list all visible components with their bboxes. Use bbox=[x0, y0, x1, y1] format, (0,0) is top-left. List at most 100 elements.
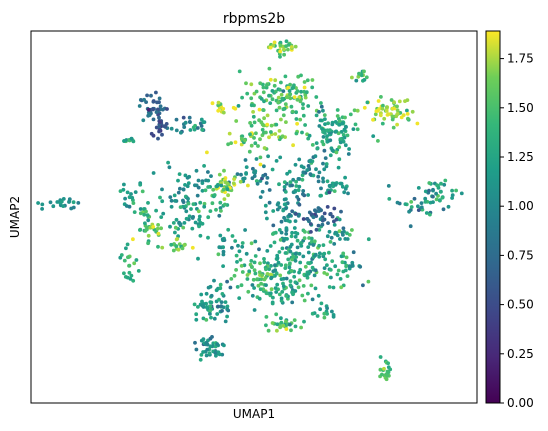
data-point bbox=[163, 124, 168, 129]
data-point bbox=[248, 132, 252, 137]
data-point bbox=[220, 292, 225, 296]
data-point bbox=[310, 78, 315, 82]
data-point bbox=[295, 89, 300, 93]
data-point bbox=[269, 130, 273, 134]
data-point bbox=[201, 350, 206, 354]
data-point bbox=[132, 261, 137, 266]
data-point bbox=[348, 112, 353, 117]
data-point bbox=[439, 181, 443, 186]
colorbar-tick-label: 0.50 bbox=[507, 298, 534, 312]
data-point bbox=[171, 248, 176, 253]
data-point bbox=[190, 226, 195, 231]
data-point bbox=[290, 183, 294, 188]
data-point bbox=[285, 218, 290, 223]
data-point bbox=[251, 110, 256, 114]
data-point bbox=[238, 257, 243, 262]
data-point bbox=[249, 259, 254, 263]
data-point bbox=[275, 328, 279, 333]
data-point bbox=[218, 286, 223, 291]
data-point bbox=[272, 240, 277, 245]
data-point bbox=[221, 187, 226, 192]
data-point bbox=[288, 244, 293, 249]
data-point bbox=[250, 293, 255, 298]
data-point bbox=[176, 190, 181, 195]
data-point bbox=[201, 316, 206, 321]
data-point bbox=[409, 200, 414, 204]
data-point bbox=[362, 78, 367, 82]
data-point bbox=[438, 198, 442, 203]
data-point bbox=[279, 277, 284, 281]
data-point bbox=[306, 136, 311, 141]
data-point bbox=[196, 256, 200, 261]
data-point bbox=[289, 45, 294, 49]
data-point bbox=[323, 117, 327, 121]
data-point bbox=[136, 269, 141, 273]
data-point bbox=[324, 162, 329, 166]
data-point bbox=[229, 277, 234, 281]
data-point bbox=[216, 100, 221, 105]
data-point bbox=[125, 242, 130, 247]
data-point bbox=[59, 199, 64, 204]
data-point bbox=[271, 209, 276, 213]
data-point bbox=[255, 277, 260, 281]
data-point bbox=[284, 44, 288, 48]
data-point bbox=[264, 315, 269, 319]
data-point bbox=[235, 285, 240, 289]
data-point bbox=[236, 104, 241, 108]
data-point bbox=[203, 188, 208, 193]
data-point bbox=[122, 139, 126, 143]
colorbar-ticks: 0.00 0.25 0.50 0.75 1.00 1.25 1.50 1.75 bbox=[500, 52, 534, 410]
data-point bbox=[337, 157, 342, 162]
data-point bbox=[137, 104, 142, 108]
data-point bbox=[276, 95, 281, 100]
data-point bbox=[341, 233, 345, 237]
data-point bbox=[322, 113, 327, 117]
data-point bbox=[338, 137, 343, 142]
data-point bbox=[287, 89, 292, 93]
data-point bbox=[264, 130, 268, 135]
data-point bbox=[450, 188, 454, 193]
data-point bbox=[262, 146, 267, 150]
data-point bbox=[323, 156, 328, 161]
data-point bbox=[318, 118, 323, 123]
data-point bbox=[267, 188, 272, 192]
data-point bbox=[301, 170, 306, 175]
data-point bbox=[157, 100, 161, 105]
data-point bbox=[71, 205, 76, 210]
data-point bbox=[345, 237, 350, 241]
data-point bbox=[343, 143, 348, 148]
data-point bbox=[294, 117, 299, 121]
data-point bbox=[268, 291, 273, 296]
data-point bbox=[339, 181, 344, 186]
data-point bbox=[283, 102, 288, 106]
data-point bbox=[283, 190, 288, 194]
data-point bbox=[337, 145, 342, 150]
data-point bbox=[277, 205, 282, 210]
data-point bbox=[267, 267, 272, 271]
data-point bbox=[40, 207, 44, 211]
data-point bbox=[303, 264, 308, 269]
data-point bbox=[390, 117, 395, 122]
data-point bbox=[220, 309, 224, 313]
data-point bbox=[313, 286, 318, 291]
data-point bbox=[343, 115, 347, 120]
data-point bbox=[207, 351, 212, 355]
data-point bbox=[294, 131, 299, 136]
data-point bbox=[252, 136, 256, 140]
data-point bbox=[335, 272, 340, 277]
data-point bbox=[288, 279, 293, 284]
data-point bbox=[253, 271, 258, 276]
data-point bbox=[255, 181, 260, 186]
data-point bbox=[415, 121, 420, 126]
data-point bbox=[294, 255, 299, 259]
data-point bbox=[258, 162, 263, 167]
data-point bbox=[337, 229, 342, 234]
data-point bbox=[134, 258, 139, 262]
data-point bbox=[269, 123, 274, 128]
data-point bbox=[297, 278, 302, 283]
data-point bbox=[220, 237, 225, 242]
data-point bbox=[278, 43, 283, 48]
data-point bbox=[181, 187, 186, 192]
data-point bbox=[282, 197, 287, 202]
data-point bbox=[320, 215, 325, 219]
